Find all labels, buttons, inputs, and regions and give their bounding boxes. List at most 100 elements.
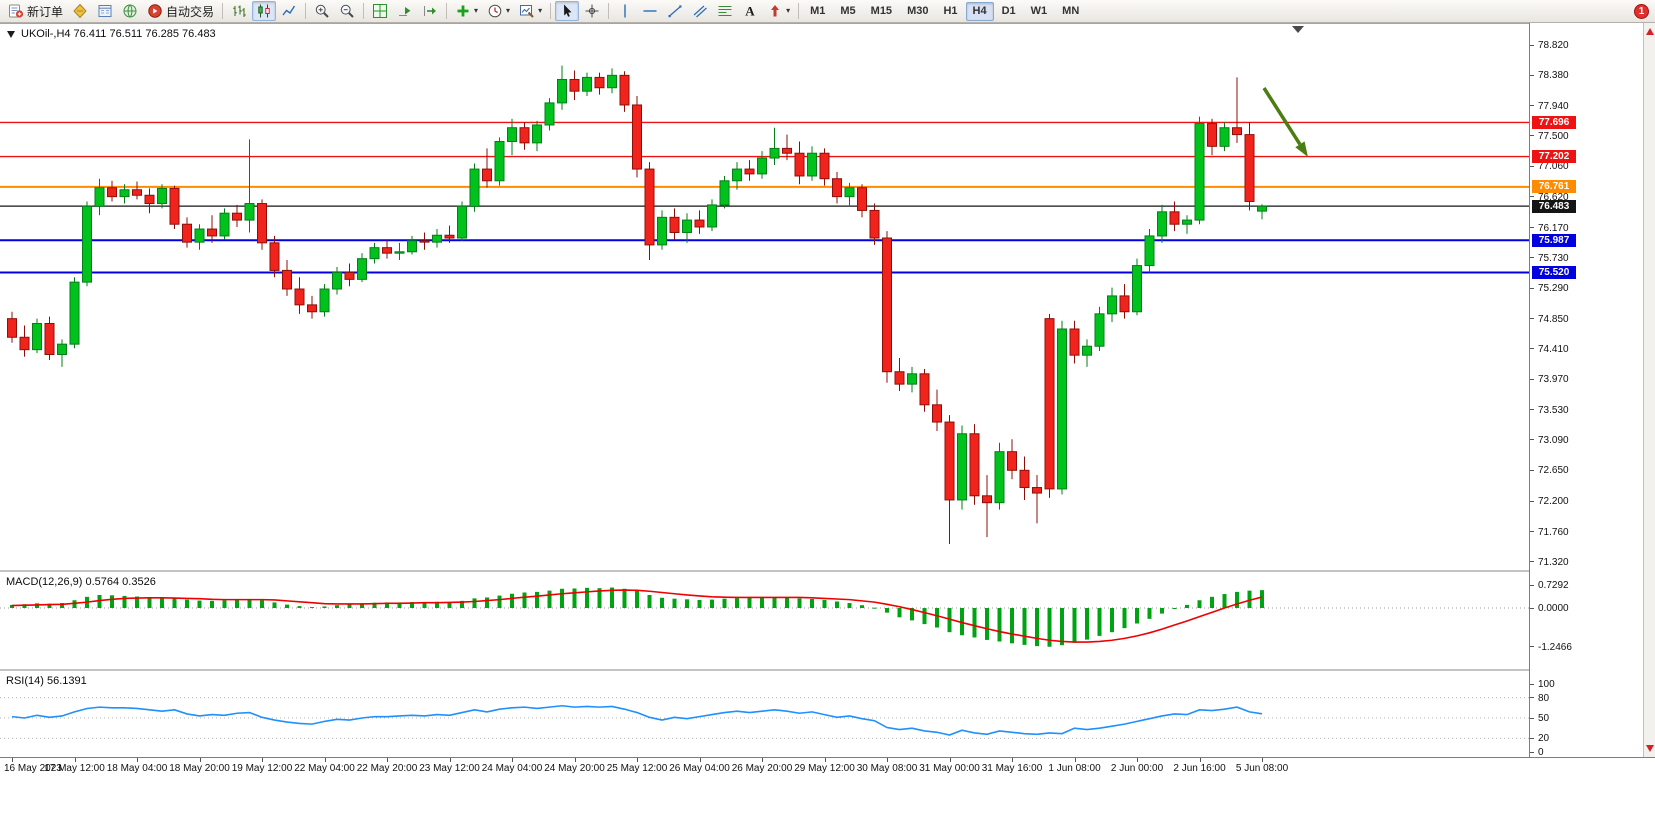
- axis-tick-mark: [1074, 758, 1076, 762]
- text-button[interactable]: A: [738, 1, 762, 21]
- bear-candle: [482, 168, 492, 182]
- time-axis-label: 24 May 04:00: [481, 763, 543, 774]
- scroll-down-icon[interactable]: [1646, 745, 1654, 752]
- bull-candle: [657, 216, 667, 246]
- bull-candle: [907, 373, 917, 385]
- indicators-button[interactable]: ▾: [451, 1, 482, 21]
- zoom-in-button[interactable]: [310, 1, 334, 21]
- time-axis[interactable]: 16 May 2023 17 May 12:00 18 May 04:00 18 Ma…: [0, 757, 1655, 779]
- scrollbar[interactable]: [1643, 23, 1655, 757]
- macd-bar: [410, 602, 414, 608]
- timeframe-m1[interactable]: M1: [810, 5, 826, 17]
- zoom-out-icon: [339, 3, 355, 19]
- time-axis-label: 18 May 20:00: [169, 763, 230, 774]
- axis-tick-mark: [137, 758, 138, 762]
- price-axis-label: 74.410: [1538, 343, 1569, 355]
- time-axis-label: 23 May 12:00: [419, 763, 480, 774]
- macd-axis-label: 0.0000: [1538, 603, 1569, 614]
- arrows-button[interactable]: ▾: [763, 1, 794, 21]
- macd-bar: [660, 597, 664, 608]
- auto-trading-button[interactable]: 自动交易: [143, 1, 218, 21]
- crosshair-button[interactable]: [580, 1, 604, 21]
- line-chart-button[interactable]: [277, 1, 301, 21]
- templates-button[interactable]: ▾: [515, 1, 546, 21]
- bear-candle: [632, 104, 642, 170]
- timeframe-m5[interactable]: M5: [840, 5, 856, 17]
- new-order-button[interactable]: 新订单: [4, 1, 67, 21]
- macd-bar: [997, 608, 1002, 642]
- auto-trading-button-label: 自动交易: [166, 4, 215, 19]
- vertical-line-button[interactable]: [613, 1, 637, 21]
- macd-bar: [460, 600, 464, 608]
- macd-bar: [385, 602, 389, 608]
- bull-candle: [707, 204, 717, 228]
- macd-bar: [1160, 608, 1164, 614]
- channel-button[interactable]: [688, 1, 712, 21]
- price-scale[interactable]: 78.820 78.380 77.940 77.500 77.060 76.620 76.1…: [1529, 23, 1643, 758]
- zoom-out-button[interactable]: [335, 1, 359, 21]
- notification-badge[interactable]: 1: [1634, 4, 1649, 19]
- macd-label: MACD(12,26,9) 0.5764 0.3526: [6, 576, 156, 588]
- macd-bar: [910, 608, 914, 621]
- template-icon: [519, 3, 535, 19]
- candlestick-chart-button[interactable]: [252, 1, 277, 21]
- chart-shift-marker[interactable]: [1292, 26, 1304, 33]
- one-click-trading-toggle-icon[interactable]: [7, 30, 15, 38]
- macd-bar: [22, 604, 27, 608]
- bear-candle: [1019, 469, 1030, 489]
- bear-candle: [669, 216, 680, 233]
- timeframe-h1[interactable]: H1: [943, 5, 958, 17]
- axis-tick-mark: [1530, 718, 1534, 719]
- axis-tick-mark: [1137, 758, 1138, 762]
- periods-button[interactable]: ▾: [483, 1, 514, 21]
- bull-candle: [194, 228, 205, 243]
- price-axis-label: 72.650: [1538, 465, 1569, 477]
- macd-bar: [172, 598, 177, 608]
- bull-candle: [82, 205, 92, 283]
- navigator-button[interactable]: [118, 1, 142, 21]
- macd-bar: [835, 601, 839, 608]
- macd-bar: [747, 597, 752, 608]
- sell-arrow-annotation[interactable]: [1262, 87, 1302, 146]
- chart-shift-button[interactable]: [418, 1, 442, 21]
- indicators-icon: [455, 3, 471, 19]
- scroll-up-icon[interactable]: [1646, 28, 1654, 35]
- axis-tick-mark: [324, 758, 326, 762]
- axis-tick-mark: [1530, 135, 1534, 136]
- horizontal-line-button[interactable]: [638, 1, 662, 21]
- macd-bar: [1135, 608, 1139, 624]
- timeframe-h4[interactable]: H4: [965, 1, 994, 21]
- time-axis-label: 24 May 20:00: [544, 763, 605, 774]
- candlestick-chart[interactable]: [0, 23, 1529, 757]
- timeframe-w1[interactable]: W1: [1030, 5, 1048, 17]
- macd-bar: [135, 596, 139, 608]
- bull-candle: [582, 76, 592, 92]
- rsi-axis-label: 100: [1538, 679, 1555, 690]
- timeframe-d1[interactable]: D1: [1001, 5, 1016, 17]
- timeframe-mn[interactable]: MN: [1062, 5, 1080, 17]
- tile-windows-button[interactable]: [368, 1, 392, 21]
- trendline-button[interactable]: [663, 1, 687, 21]
- macd-bar: [510, 593, 514, 608]
- fibonacci-button[interactable]: [713, 1, 737, 21]
- new-order-button-label: 新订单: [27, 4, 64, 19]
- time-axis-label: 22 May 04:00: [294, 763, 355, 774]
- price-axis-label: 73.090: [1538, 434, 1569, 446]
- macd-bar: [272, 602, 277, 608]
- data-window-button[interactable]: [93, 1, 117, 21]
- axis-tick-mark: [1530, 501, 1534, 502]
- macd-histogram: [10, 587, 1264, 647]
- bull-candle: [807, 152, 817, 177]
- toolbar: 新订单 自动交易 ▾ ▾ ▾ A ▾ M1 M5 M15 M30 H1 H4 D1 W1 MN: [0, 0, 1655, 23]
- bull-candle: [757, 157, 767, 175]
- timeframe-m15[interactable]: M15: [870, 5, 893, 17]
- cursor-button[interactable]: [555, 1, 580, 21]
- market-watch-button[interactable]: [68, 1, 92, 21]
- chevron-down-icon: ▾: [786, 6, 791, 15]
- bull-candle: [994, 451, 1005, 504]
- bear-candle: [1007, 451, 1017, 471]
- auto-scroll-button[interactable]: [393, 1, 417, 21]
- macd-bar: [1085, 608, 1089, 640]
- bar-chart-button[interactable]: [227, 1, 251, 21]
- timeframe-m30[interactable]: M30: [907, 5, 929, 17]
